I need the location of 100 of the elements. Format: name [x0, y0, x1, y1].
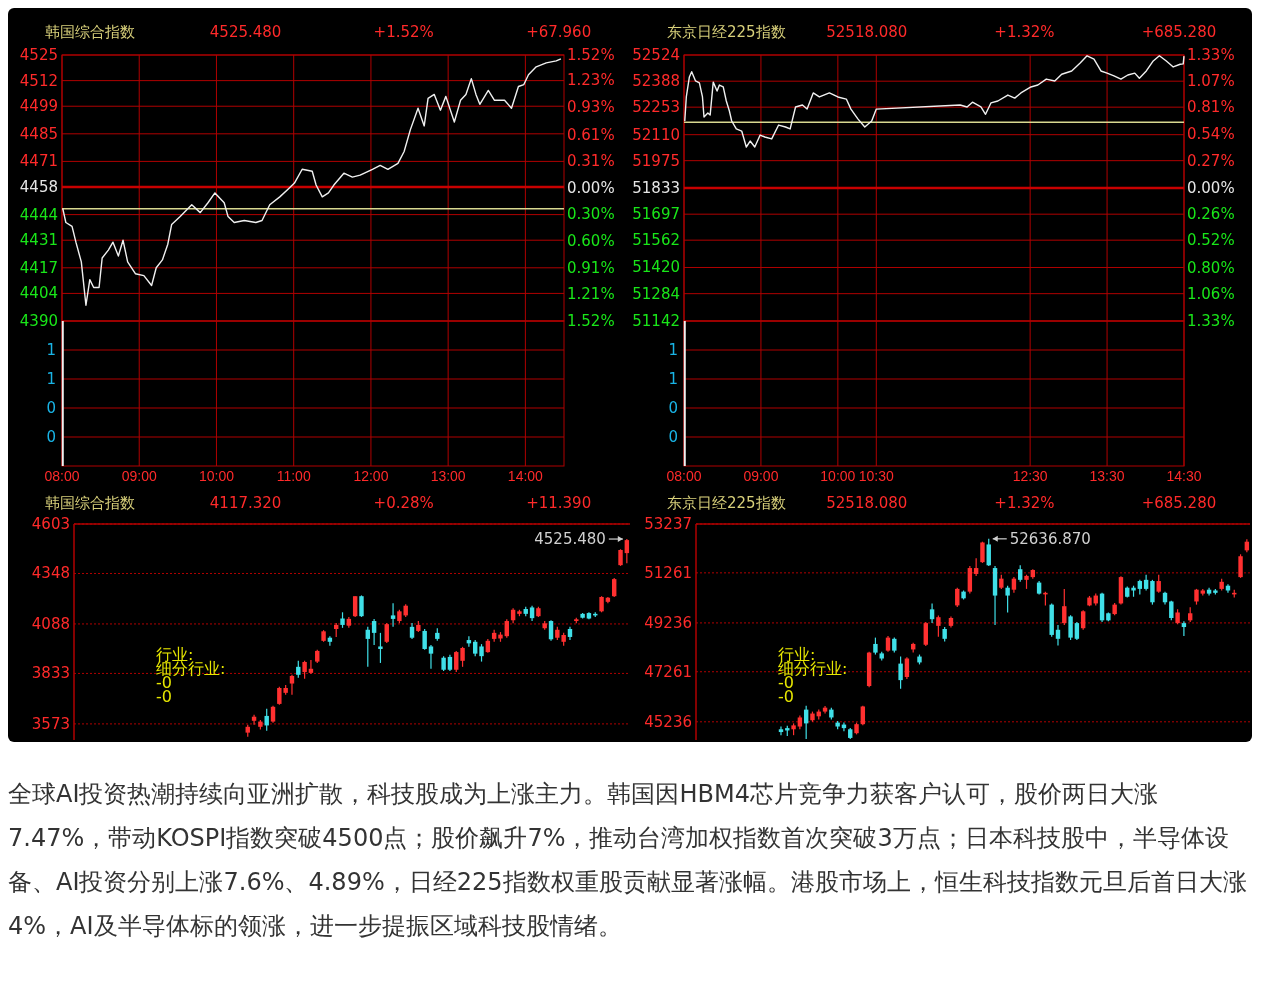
x-tick-label: 12:00 — [353, 468, 389, 484]
candlestick — [1005, 585, 1010, 614]
candlestick — [1156, 574, 1161, 594]
y-tick-label: 4404 — [19, 284, 58, 303]
y-tick-label: 0 — [668, 428, 678, 446]
text: 4525.480 — [209, 23, 282, 41]
y2-tick-label: 1.06% — [1187, 285, 1235, 303]
y2-tick-label: 0.31% — [567, 151, 615, 170]
candlestick — [428, 644, 434, 670]
y-tick-label: 4512 — [19, 71, 58, 90]
candlestick — [929, 602, 935, 624]
candlestick — [352, 595, 358, 618]
text: +0.28% — [373, 494, 434, 513]
candlestick — [1062, 588, 1067, 626]
y-tick-label: 1 — [668, 341, 678, 359]
text: +67.960 — [526, 23, 592, 41]
candlestick — [923, 621, 928, 647]
y-tick-label: 51420 — [632, 258, 680, 277]
y-tick-label: 4525 — [19, 46, 58, 64]
y-tick-label: 4417 — [19, 258, 58, 277]
candlestick — [264, 708, 269, 732]
candlestick — [289, 674, 295, 696]
y2-tick-label: 0.91% — [567, 258, 615, 277]
candlestick — [1150, 579, 1155, 606]
candlestick — [371, 618, 377, 646]
y2-tick-label: 0.81% — [1187, 98, 1235, 116]
x-tick-label: 10:00 — [198, 468, 235, 484]
y-tick-label: 4444 — [19, 205, 58, 224]
x-tick-label: 08:00 — [666, 468, 702, 484]
y-tick-label: 45236 — [644, 712, 692, 731]
text: +685.280 — [1141, 23, 1217, 41]
annotation: 4525.480 — [534, 530, 606, 549]
y2-tick-label: 0.80% — [1187, 259, 1235, 277]
y2-tick-label: 0.26% — [1187, 205, 1235, 223]
candlestick — [422, 628, 427, 651]
y-tick-label: 47261 — [644, 662, 692, 681]
candlestick — [624, 538, 630, 564]
text: 4117.320 — [209, 494, 282, 513]
y-tick-label: 3833 — [31, 664, 70, 683]
y-tick-label: 51142 — [632, 312, 680, 330]
x-tick-label: 09:00 — [743, 468, 779, 484]
y2-tick-label: 1.23% — [567, 71, 615, 90]
chart-title: 韩国综合指数 — [45, 23, 135, 41]
y-tick-label: 4088 — [31, 614, 70, 633]
y-tick-label: 4485 — [19, 124, 58, 143]
candlestick — [1181, 620, 1187, 637]
y2-tick-label: 0.00% — [1187, 179, 1235, 197]
y-tick-label: 52524 — [632, 46, 680, 64]
y2-tick-label: 0.52% — [1187, 231, 1235, 249]
y2-tick-label: 1.33% — [1187, 312, 1235, 330]
y-tick-label: 4458 — [19, 178, 58, 197]
chart-title: 韩国综合指数 — [45, 494, 135, 513]
text: +1.52% — [373, 23, 434, 41]
candlestick — [1238, 553, 1243, 579]
candlestick — [460, 646, 465, 668]
annotation: 52636.870 — [1009, 529, 1091, 548]
text: +1.32% — [994, 494, 1055, 513]
x-tick-label: 12:30 — [1012, 468, 1048, 484]
y-tick-label: 52388 — [632, 72, 680, 91]
y-tick-label: 51975 — [632, 151, 680, 170]
y2-tick-label: 0.27% — [1187, 152, 1235, 170]
candlestick — [384, 622, 389, 644]
x-tick-label: 09:00 — [121, 468, 157, 484]
candlestick — [359, 594, 364, 618]
x-tick-label: 10:00 — [820, 468, 856, 484]
annotation: -0 — [778, 687, 794, 706]
y-tick-label: 3573 — [31, 714, 70, 733]
candlestick — [504, 618, 510, 639]
y-tick-label: 1 — [46, 370, 56, 388]
text: +11.390 — [526, 494, 592, 513]
y-tick-label: 51697 — [632, 205, 680, 224]
candlestick — [390, 602, 396, 628]
y-tick-label: 1 — [46, 341, 56, 359]
y-tick-label: 51833 — [632, 179, 680, 197]
y-tick-label: 49236 — [644, 613, 692, 632]
annotation: -0 — [156, 687, 172, 706]
candlestick — [778, 725, 784, 736]
y2-tick-label: 0.93% — [567, 97, 615, 116]
y-tick-label: 4390 — [19, 312, 58, 330]
y2-tick-label: 1.52% — [567, 312, 615, 330]
x-tick-label: 14:30 — [1166, 468, 1202, 484]
text: +685.280 — [1141, 494, 1217, 513]
candlestick — [302, 660, 307, 680]
y-tick-label: 52253 — [632, 98, 680, 117]
y2-tick-label: 0.61% — [567, 125, 615, 144]
y-tick-label: 51562 — [632, 231, 680, 250]
x-tick-label: 11:00 — [276, 468, 311, 484]
candlestick — [967, 565, 973, 595]
y-tick-label: 4471 — [19, 152, 58, 171]
y-tick-label: 1 — [668, 370, 678, 388]
x-tick-label: 08:00 — [44, 468, 80, 484]
y2-tick-label: 0.00% — [567, 179, 615, 197]
y-tick-label: 4431 — [19, 231, 58, 250]
candlestick — [973, 557, 979, 577]
x-tick-label: 10:30 — [858, 468, 895, 484]
y-tick-label: 4499 — [19, 97, 58, 116]
y-tick-label: 53237 — [644, 515, 692, 533]
y2-tick-label: 1.52% — [567, 46, 615, 64]
text: 52518.080 — [826, 494, 908, 513]
y2-tick-label: 0.54% — [1187, 125, 1235, 143]
